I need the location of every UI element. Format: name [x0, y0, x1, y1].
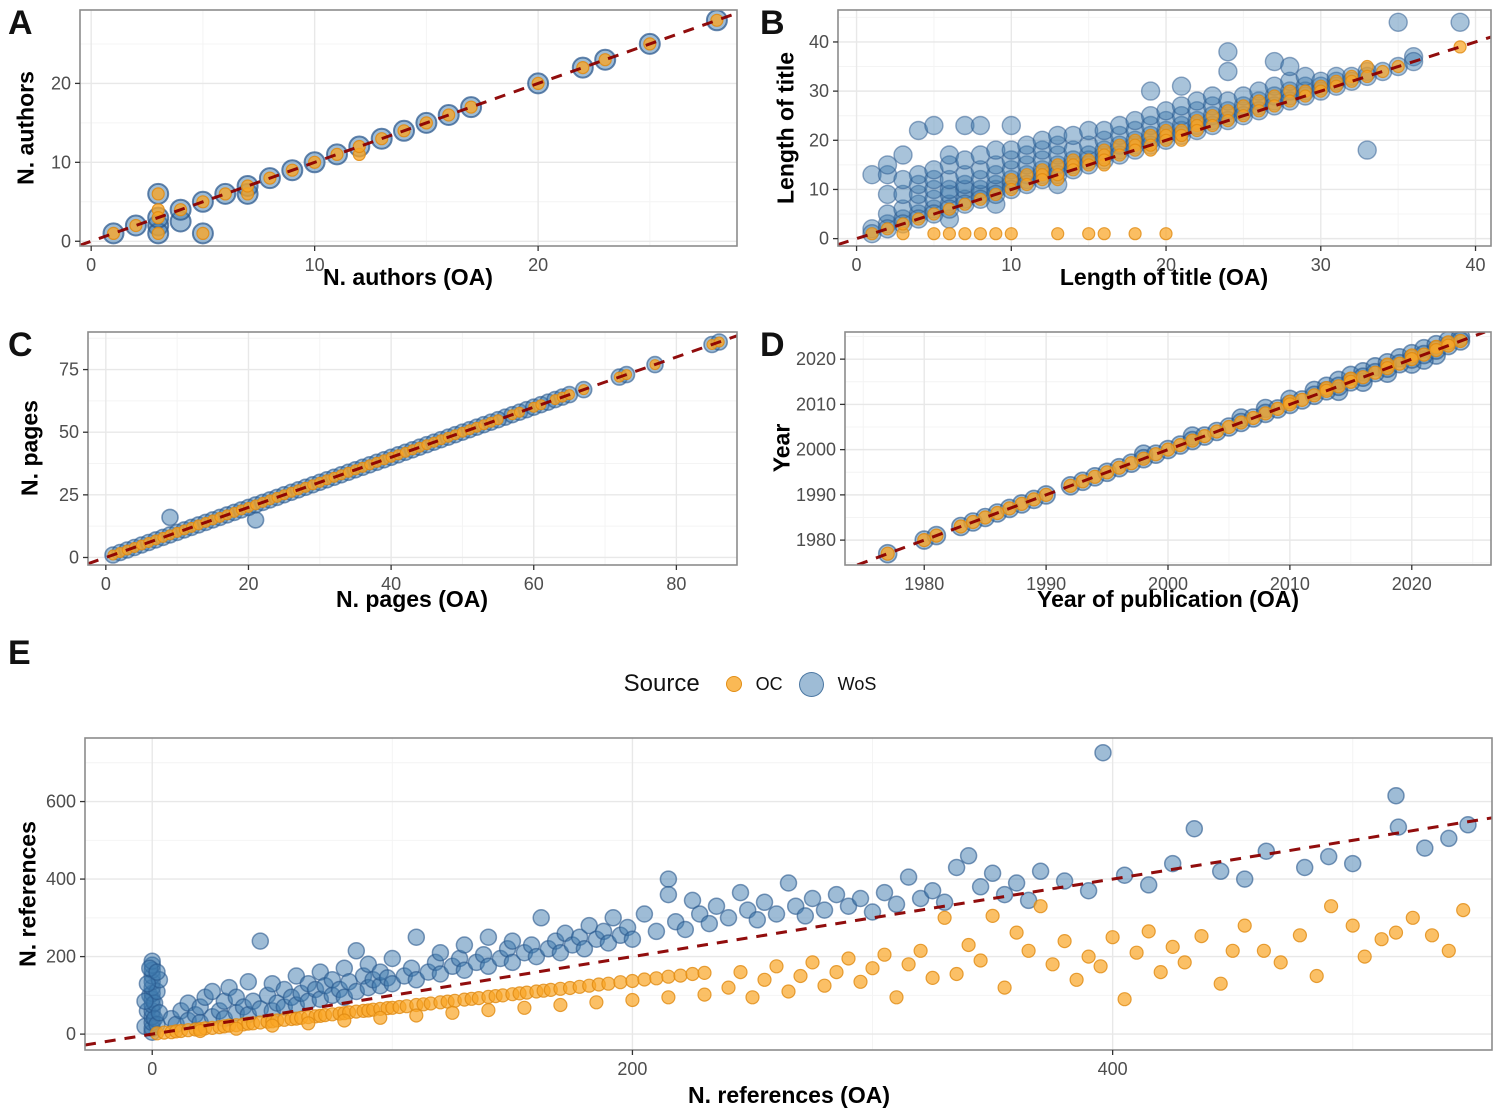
svg-text:10: 10	[1001, 255, 1021, 275]
svg-text:10: 10	[51, 152, 71, 172]
legend-item-wos: WoS	[798, 671, 877, 697]
svg-text:20: 20	[528, 255, 548, 275]
wos-point-icon	[798, 671, 824, 697]
svg-text:10: 10	[305, 255, 325, 275]
panel-e-x-axis-title: N. references (OA)	[688, 1082, 890, 1108]
svg-text:30: 30	[1311, 255, 1331, 275]
panel-e-letter: E	[8, 634, 31, 672]
panel-c-letter: C	[8, 326, 33, 364]
svg-text:1980: 1980	[796, 530, 836, 550]
svg-text:1990: 1990	[796, 485, 836, 505]
oc-point-icon	[725, 676, 742, 692]
svg-text:2000: 2000	[1148, 574, 1188, 594]
svg-text:0: 0	[819, 229, 829, 249]
svg-text:30: 30	[809, 81, 829, 101]
svg-text:1990: 1990	[1026, 574, 1066, 594]
svg-text:10: 10	[809, 179, 829, 199]
svg-text:600: 600	[46, 792, 76, 812]
svg-text:40: 40	[809, 32, 829, 52]
panel-d-letter: D	[760, 326, 785, 364]
svg-text:60: 60	[524, 574, 544, 594]
svg-text:2010: 2010	[796, 394, 836, 414]
panel-d-y-axis-title: Year	[768, 423, 795, 473]
panel-b-y-axis-title: Length of title	[772, 51, 799, 205]
svg-text:2020: 2020	[796, 349, 836, 369]
legend-item-oc: OC	[725, 673, 783, 695]
svg-text:50: 50	[59, 422, 79, 442]
svg-text:20: 20	[1156, 255, 1176, 275]
svg-text:400: 400	[46, 869, 76, 889]
legend-oc-label: OC	[755, 673, 783, 694]
svg-text:0: 0	[852, 255, 862, 275]
svg-text:0: 0	[147, 1059, 157, 1079]
svg-text:25: 25	[59, 485, 79, 505]
svg-text:20: 20	[51, 73, 71, 93]
svg-text:1980: 1980	[904, 574, 944, 594]
svg-text:2000: 2000	[796, 440, 836, 460]
panel-e-y-axis-title: N. references	[14, 821, 41, 967]
svg-text:200: 200	[617, 1059, 647, 1079]
panel-a-x-axis-title: N. authors (OA)	[323, 264, 493, 290]
svg-text:0: 0	[69, 547, 79, 567]
svg-text:400: 400	[1098, 1059, 1128, 1079]
svg-text:200: 200	[46, 947, 76, 967]
svg-text:75: 75	[59, 360, 79, 380]
legend: Source OC WoS	[0, 662, 1500, 706]
svg-text:80: 80	[666, 574, 686, 594]
svg-text:0: 0	[61, 231, 71, 251]
svg-text:0: 0	[66, 1024, 76, 1044]
panel-d-x-axis-title: Year of publication (OA)	[1037, 586, 1299, 612]
svg-text:40: 40	[381, 574, 401, 594]
legend-wos-label: WoS	[837, 673, 877, 694]
svg-text:0: 0	[86, 255, 96, 275]
svg-text:2020: 2020	[1392, 574, 1432, 594]
panel-c-x-axis-title: N. pages (OA)	[335, 586, 489, 612]
svg-text:20: 20	[809, 130, 829, 150]
panel-c-y-axis-title: N. pages	[16, 400, 43, 496]
legend-title: Source	[623, 670, 700, 697]
panel-a-letter: A	[8, 4, 33, 42]
panel-b-x-axis-title: Length of title (OA)	[1059, 264, 1269, 290]
svg-text:40: 40	[1466, 255, 1486, 275]
svg-text:2010: 2010	[1270, 574, 1310, 594]
svg-text:20: 20	[238, 574, 258, 594]
panel-b-letter: B	[760, 4, 785, 42]
svg-text:0: 0	[101, 574, 111, 594]
panel-a-y-axis-title: N. authors	[12, 71, 39, 185]
